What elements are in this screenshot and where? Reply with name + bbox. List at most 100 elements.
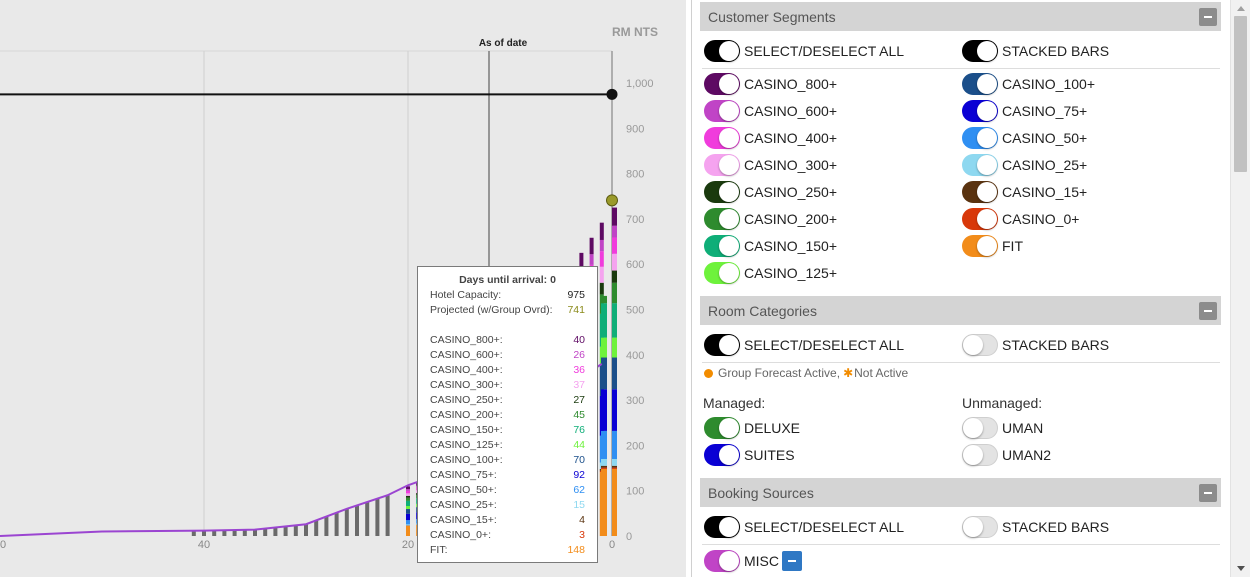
bar-day0-casino_15+ [612,465,617,468]
toggle-switch[interactable] [962,235,998,257]
segment-toggle-casino_300+[interactable]: CASINO_300+ [704,153,837,177]
segment-toggle-casino_75+[interactable]: CASINO_75+ [962,99,1087,123]
toggle-switch[interactable] [704,516,740,538]
bar-segment-casino_200+ [406,497,410,501]
segment-toggle-casino_100+[interactable]: CASINO_100+ [962,72,1095,96]
segment-toggle-casino_600+[interactable]: CASINO_600+ [704,99,837,123]
tooltip-segment-row: CASINO_15+: 4 [430,513,585,528]
toggle-switch[interactable] [962,417,998,439]
scrollbar[interactable] [1230,0,1250,577]
toggle-switch[interactable] [704,73,740,95]
toggle-switch[interactable] [704,154,740,176]
bar-day0-casino_250+ [612,270,617,283]
y-tick-label: 600 [626,259,644,271]
scroll-down-icon[interactable] [1237,566,1245,571]
tooltip-segment-value: 45 [573,409,585,421]
segment-toggle-casino_400+[interactable]: CASINO_400+ [704,126,837,150]
source-item-misc[interactable]: MISC [704,549,779,573]
bar-early [222,530,227,536]
x-tick-label: 40 [198,539,210,551]
toggle-switch[interactable] [962,127,998,149]
toggle-switch[interactable] [962,208,998,230]
tooltip-segment-value: 62 [573,484,585,496]
legend-active-text: Group Forecast Active, [718,366,841,380]
bar-day0-casino_50+ [612,430,617,459]
y-tick-label: 700 [626,214,644,226]
bar-early [365,502,370,536]
room-toggle-uman[interactable]: UMAN [962,416,1043,440]
segment-toggle-casino_800+[interactable]: CASINO_800+ [704,72,837,96]
toggle-switch[interactable] [704,127,740,149]
toggle-switch[interactable] [704,100,740,122]
star-icon: ✱ [843,366,854,380]
booking-sources-header[interactable]: Booking Sources [700,478,1221,507]
collapse-segments-button[interactable] [1199,8,1217,26]
segment-toggle-casino_25+[interactable]: CASINO_25+ [962,153,1087,177]
toggle-switch[interactable] [962,100,998,122]
toggle-switch[interactable] [704,417,740,439]
segments-select-all[interactable]: SELECT/DESELECT ALL [704,39,904,63]
segment-toggle-casino_0+[interactable]: CASINO_0+ [962,207,1079,231]
room-toggle-suites[interactable]: SUITES [704,443,795,467]
rooms-stacked-bars[interactable]: STACKED BARS [962,333,1109,357]
expand-misc-button[interactable] [782,551,802,571]
room-toggle-deluxe[interactable]: DELUXE [704,416,800,440]
toggle-switch[interactable] [704,208,740,230]
bar-day0-casino_125+ [612,337,617,358]
tooltip-segment-label: CASINO_150+: [430,424,503,436]
collapse-rooms-button[interactable] [1199,302,1217,320]
toggle-label: SELECT/DESELECT ALL [744,337,905,353]
toggle-label: MISC [744,553,779,569]
collapse-sources-button[interactable] [1199,484,1217,502]
bar-early [191,530,196,536]
tooltip-segment-label: CASINO_100+: [430,454,503,466]
bar-early [314,520,319,536]
chart-tooltip: Days until arrival: 0 Hotel Capacity: 97… [417,266,598,563]
toggle-switch[interactable] [704,550,740,572]
segment-toggle-casino_15+[interactable]: CASINO_15+ [962,180,1087,204]
tooltip-capacity-label: Hotel Capacity: [430,289,502,301]
sources-stacked-bars[interactable]: STACKED BARS [962,515,1109,539]
toggle-switch[interactable] [704,181,740,203]
segments-stacked-bars[interactable]: STACKED BARS [962,39,1109,63]
toggle-switch[interactable] [962,40,998,62]
segment-toggle-casino_250+[interactable]: CASINO_250+ [704,180,837,204]
segment-toggle-fit[interactable]: FIT [962,234,1023,258]
scroll-thumb[interactable] [1234,16,1247,172]
y-tick-label: 1,000 [626,78,654,90]
bar-early [253,529,257,536]
toggle-switch[interactable] [704,444,740,466]
toggle-switch[interactable] [704,40,740,62]
customer-segments-header[interactable]: Customer Segments [700,2,1221,31]
toggle-switch[interactable] [704,262,740,284]
toggle-switch[interactable] [962,154,998,176]
toggle-label: CASINO_25+ [1002,157,1088,173]
toggle-switch[interactable] [962,444,998,466]
bar-early [263,528,268,536]
segment-toggle-casino_200+[interactable]: CASINO_200+ [704,207,837,231]
toggle-switch[interactable] [962,73,998,95]
toggle-label: CASINO_125+ [744,265,837,281]
bar-early [212,530,217,536]
room-categories-header[interactable]: Room Categories [700,296,1221,325]
tooltip-segment-value: 26 [573,349,585,361]
bar-early [304,524,308,536]
tooltip-segment-row: CASINO_300+: 37 [430,378,585,393]
toggle-switch[interactable] [704,334,740,356]
toggle-switch[interactable] [962,181,998,203]
bar-day1-casino_200+ [601,295,607,304]
divider [702,362,1220,363]
toggle-label: CASINO_800+ [744,76,837,92]
scroll-up-icon[interactable] [1237,6,1245,11]
segment-toggle-casino_150+[interactable]: CASINO_150+ [704,234,837,258]
toggle-switch[interactable] [962,334,998,356]
room-toggle-uman2[interactable]: UMAN2 [962,443,1051,467]
rooms-select-all[interactable]: SELECT/DESELECT ALL [704,333,904,357]
segment-toggle-casino_125+[interactable]: CASINO_125+ [704,261,837,285]
toggle-switch[interactable] [962,516,998,538]
sources-select-all[interactable]: SELECT/DESELECT ALL [704,515,904,539]
bar-early [242,529,247,536]
toggle-label: CASINO_300+ [744,157,837,173]
segment-toggle-casino_50+[interactable]: CASINO_50+ [962,126,1087,150]
toggle-switch[interactable] [704,235,740,257]
